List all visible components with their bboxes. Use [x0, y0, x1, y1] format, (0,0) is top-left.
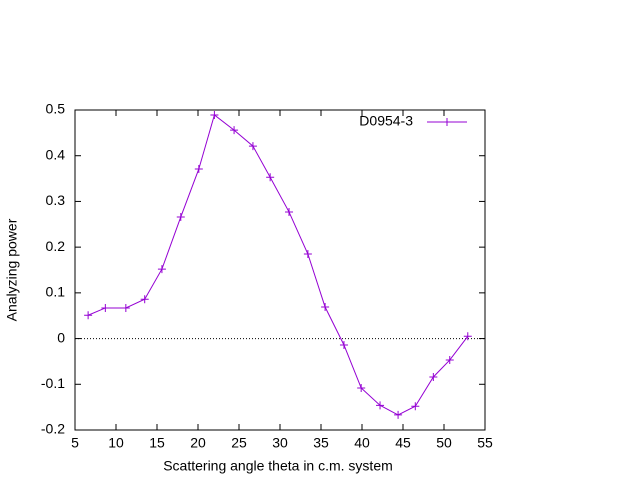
x-tick-label: 45 [395, 435, 411, 451]
marker [357, 383, 366, 392]
x-tick-label: 25 [231, 435, 247, 451]
x-tick-label: 35 [313, 435, 329, 451]
y-tick-label: 0.5 [46, 101, 66, 117]
marker [303, 250, 312, 258]
y-tick-label: 0.4 [46, 146, 66, 162]
x-tick-label: 10 [108, 435, 124, 451]
series-line [87, 114, 469, 416]
plot-border [74, 109, 486, 431]
marker [339, 340, 348, 349]
x-tick-label: 55 [477, 435, 493, 451]
y-tick-label: 0 [57, 329, 65, 345]
marker [463, 332, 472, 341]
x-tick-label: 15 [149, 435, 165, 451]
marker [248, 142, 257, 151]
marker [376, 401, 385, 410]
x-tick-label: 20 [190, 435, 206, 451]
legend-label: D0954-3 [359, 113, 413, 129]
marker [266, 173, 275, 182]
y-tick-label: 0.3 [46, 192, 66, 208]
y-tick-label: -0.1 [41, 375, 65, 391]
marker [210, 111, 219, 120]
y-tick-label: 0.2 [46, 238, 66, 254]
marker [101, 303, 110, 312]
marker [176, 212, 185, 221]
marker [443, 118, 451, 126]
x-tick-label: 5 [71, 435, 79, 451]
marker [321, 303, 330, 312]
marker [84, 311, 93, 320]
marker [429, 372, 438, 381]
marker [411, 402, 420, 411]
marker [445, 356, 454, 365]
y-tick-label: 0.1 [46, 284, 66, 300]
marker [285, 207, 294, 216]
marker [194, 164, 203, 173]
marker [394, 410, 403, 419]
x-tick-label: 40 [354, 435, 370, 451]
x-tick-label: 50 [436, 435, 452, 451]
marker [140, 295, 149, 304]
marker [121, 303, 130, 312]
marker [157, 265, 166, 274]
x-tick-label: 30 [272, 435, 288, 451]
y-tick-label: -0.2 [41, 421, 65, 437]
y-axis-label: Analyzing power [4, 218, 20, 321]
x-axis-label: Scattering angle theta in c.m. system [163, 458, 393, 474]
marker [230, 126, 239, 135]
